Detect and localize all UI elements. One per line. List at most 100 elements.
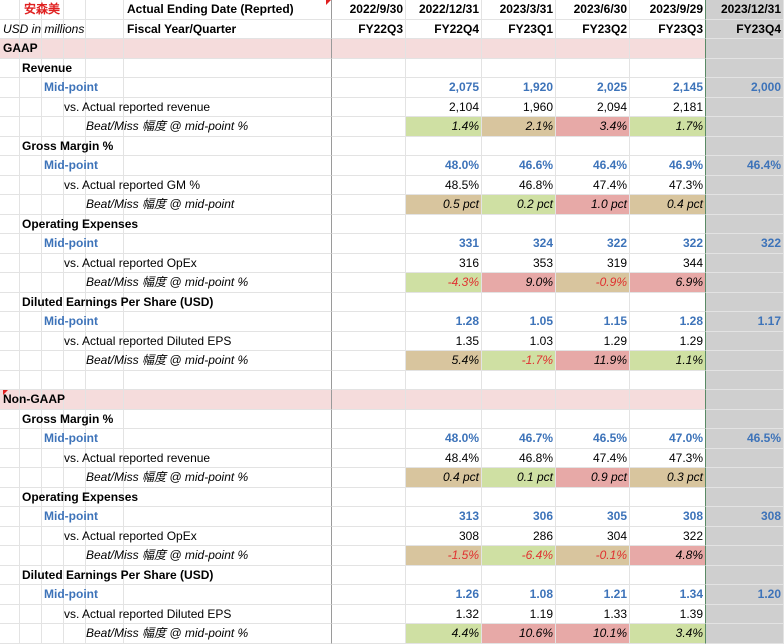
label-cell[interactable] [20, 136, 42, 156]
value-cell[interactable]: 319 [556, 253, 630, 273]
value-cell[interactable] [556, 292, 630, 312]
label-cell[interactable] [0, 448, 20, 468]
value-cell[interactable] [332, 214, 406, 234]
label-cell[interactable] [0, 214, 20, 234]
value-cell[interactable] [332, 604, 406, 624]
label-cell[interactable] [86, 136, 124, 156]
label-cell[interactable] [64, 97, 86, 117]
value-cell[interactable]: 308 [630, 507, 706, 527]
value-cell[interactable]: 1.1% [630, 351, 706, 371]
value-cell[interactable] [482, 214, 556, 234]
value-cell[interactable]: 1.0 pct [556, 195, 630, 215]
value-cell[interactable] [332, 273, 406, 293]
label-cell[interactable] [42, 409, 64, 429]
label-cell[interactable] [64, 370, 86, 390]
value-cell[interactable] [706, 273, 784, 293]
label-cell[interactable] [64, 487, 86, 507]
value-cell[interactable]: 353 [482, 253, 556, 273]
label-cell[interactable] [124, 351, 332, 371]
label-cell[interactable] [20, 409, 42, 429]
label-cell[interactable] [0, 624, 20, 644]
value-cell[interactable] [706, 526, 784, 546]
label-cell[interactable] [0, 234, 20, 254]
value-cell[interactable] [406, 292, 482, 312]
label-cell[interactable] [20, 624, 42, 644]
label-cell[interactable] [86, 58, 124, 78]
value-cell[interactable]: 344 [630, 253, 706, 273]
label-cell[interactable] [42, 78, 64, 98]
label-cell[interactable] [0, 253, 20, 273]
label-cell[interactable] [20, 214, 42, 234]
label-cell[interactable] [124, 234, 332, 254]
label-cell[interactable] [124, 175, 332, 195]
label-cell[interactable] [86, 292, 124, 312]
value-cell[interactable] [706, 175, 784, 195]
label-cell[interactable] [64, 273, 86, 293]
value-cell[interactable] [332, 585, 406, 605]
label-cell[interactable] [20, 487, 42, 507]
label-cell[interactable] [0, 175, 20, 195]
value-cell[interactable] [556, 58, 630, 78]
value-cell[interactable]: 4.4% [406, 624, 482, 644]
label-cell[interactable] [124, 487, 332, 507]
value-cell[interactable] [556, 390, 630, 410]
label-cell[interactable] [86, 604, 124, 624]
value-cell[interactable] [706, 214, 784, 234]
value-cell[interactable] [706, 624, 784, 644]
label-cell[interactable] [42, 136, 64, 156]
value-cell[interactable] [406, 214, 482, 234]
label-cell[interactable] [20, 312, 42, 332]
label-cell[interactable] [0, 58, 20, 78]
value-cell[interactable]: 48.5% [406, 175, 482, 195]
value-cell[interactable] [706, 136, 784, 156]
label-cell[interactable] [0, 117, 20, 137]
label-cell[interactable] [42, 351, 64, 371]
value-cell[interactable] [332, 370, 406, 390]
label-cell[interactable] [124, 156, 332, 176]
label-cell[interactable] [124, 273, 332, 293]
quarter-cell[interactable]: FY22Q4 [406, 19, 482, 39]
label-cell[interactable] [124, 604, 332, 624]
label-cell[interactable] [86, 156, 124, 176]
value-cell[interactable]: 1.17 [706, 312, 784, 332]
label-cell[interactable] [42, 507, 64, 527]
label-cell[interactable] [0, 487, 20, 507]
label-cell[interactable] [20, 351, 42, 371]
value-cell[interactable] [332, 507, 406, 527]
label-cell[interactable] [64, 156, 86, 176]
label-cell[interactable] [64, 136, 86, 156]
label-cell[interactable] [20, 468, 42, 488]
value-cell[interactable]: 2,025 [556, 78, 630, 98]
label-cell[interactable] [86, 78, 124, 98]
value-cell[interactable]: 308 [406, 526, 482, 546]
value-cell[interactable] [630, 136, 706, 156]
value-cell[interactable] [630, 58, 706, 78]
value-cell[interactable]: 322 [630, 526, 706, 546]
label-cell[interactable] [124, 97, 332, 117]
value-cell[interactable]: 324 [482, 234, 556, 254]
label-cell[interactable] [20, 526, 42, 546]
value-cell[interactable]: 308 [706, 507, 784, 527]
value-cell[interactable]: 1.32 [406, 604, 482, 624]
label-cell[interactable] [0, 370, 20, 390]
label-cell[interactable] [64, 565, 86, 585]
label-cell[interactable] [0, 39, 20, 59]
value-cell[interactable] [332, 351, 406, 371]
value-cell[interactable] [482, 39, 556, 59]
value-cell[interactable]: 2.1% [482, 117, 556, 137]
value-cell[interactable]: 1.19 [482, 604, 556, 624]
label-cell[interactable] [20, 390, 42, 410]
value-cell[interactable] [706, 390, 784, 410]
value-cell[interactable]: 5.4% [406, 351, 482, 371]
label-cell[interactable] [42, 429, 64, 449]
label-cell[interactable] [42, 546, 64, 566]
label-cell[interactable] [124, 546, 332, 566]
value-cell[interactable]: 1.28 [406, 312, 482, 332]
value-cell[interactable]: -6.4% [482, 546, 556, 566]
label-cell[interactable] [124, 331, 332, 351]
value-cell[interactable]: 1.34 [630, 585, 706, 605]
label-cell[interactable] [124, 507, 332, 527]
value-cell[interactable]: 1.35 [406, 331, 482, 351]
value-cell[interactable]: 0.2 pct [482, 195, 556, 215]
label-cell[interactable] [64, 448, 86, 468]
